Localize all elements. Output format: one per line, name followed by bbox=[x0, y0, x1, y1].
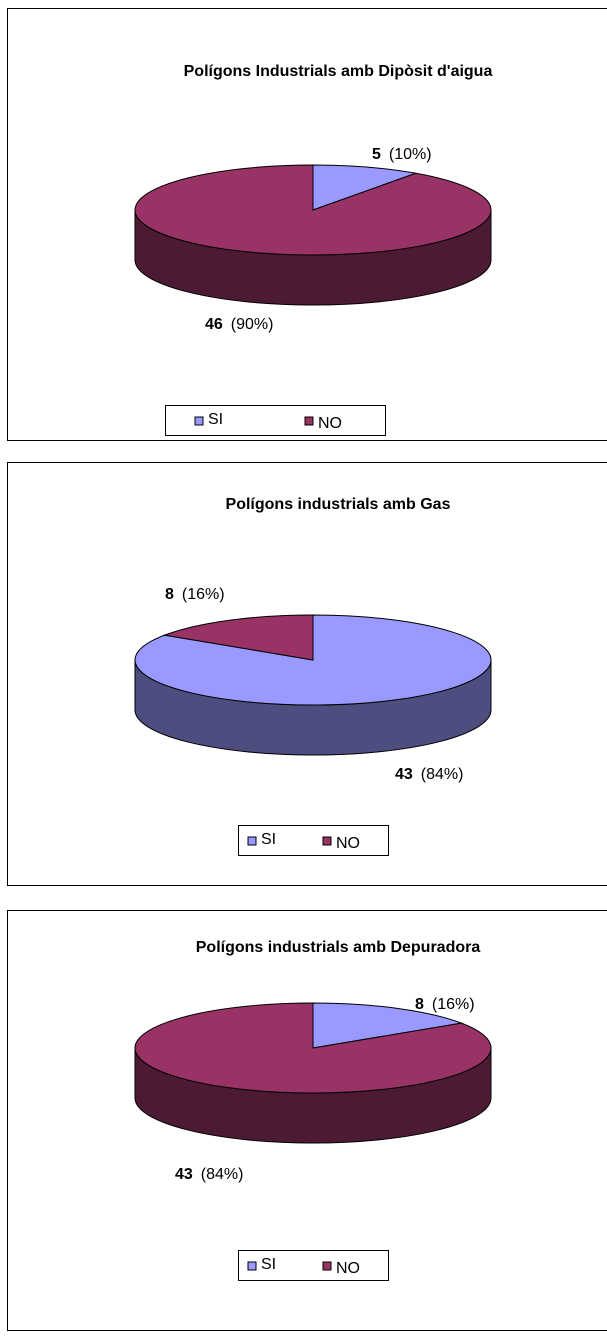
legend-frame bbox=[238, 825, 389, 856]
data-label: 46 (90%) bbox=[205, 316, 273, 333]
legend-label: NO bbox=[336, 1260, 360, 1277]
data-label: 43 (84%) bbox=[395, 766, 463, 783]
pie-slice bbox=[134, 1002, 492, 1144]
percent-label: (90%) bbox=[231, 316, 274, 333]
legend: SI NO bbox=[238, 1250, 389, 1281]
legend-label: NO bbox=[336, 835, 360, 852]
legend-label: SI bbox=[261, 831, 276, 848]
value-label: 43 bbox=[175, 1166, 193, 1183]
slice-top bbox=[312, 164, 418, 211]
slice-top bbox=[312, 1002, 464, 1049]
percent-label: (84%) bbox=[421, 766, 464, 783]
data-label: 43 (84%) bbox=[175, 1166, 243, 1183]
chart: Polígons industrials amb Depuradora 8 (16%… bbox=[7, 910, 607, 1331]
slice-top bbox=[134, 1002, 492, 1094]
legend-label: SI bbox=[208, 411, 223, 428]
percent-label: (10%) bbox=[389, 146, 432, 163]
value-label: 43 bbox=[395, 766, 413, 783]
percent-label: (16%) bbox=[182, 586, 225, 603]
pie-slice bbox=[312, 164, 418, 211]
value-label: 5 bbox=[372, 146, 381, 163]
percent-label: (16%) bbox=[432, 996, 475, 1013]
chart-title: Polígons industrials amb Gas bbox=[226, 496, 451, 513]
percent-label: (84%) bbox=[201, 1166, 244, 1183]
legend-frame bbox=[165, 405, 386, 436]
pie-slice bbox=[162, 614, 314, 661]
data-label: 8 (16%) bbox=[165, 586, 225, 603]
legend-frame bbox=[238, 1250, 389, 1281]
chart-title: Polígons industrials amb Depuradora bbox=[196, 939, 481, 956]
data-label: 8 (16%) bbox=[415, 996, 475, 1013]
legend-swatch bbox=[247, 836, 257, 846]
chart-title: Polígons Industrials amb Dipòsit d'aigua bbox=[184, 63, 493, 80]
legend-swatch bbox=[322, 1261, 332, 1271]
legend-label: NO bbox=[318, 415, 342, 432]
data-label: 5 (10%) bbox=[372, 146, 432, 163]
legend: SI NO bbox=[238, 825, 389, 856]
legend-label: SI bbox=[261, 1256, 276, 1273]
slice-top bbox=[134, 164, 492, 256]
legend: SI NO bbox=[165, 405, 386, 436]
value-label: 8 bbox=[165, 586, 174, 603]
pie-slice bbox=[134, 164, 492, 306]
value-label: 8 bbox=[415, 996, 424, 1013]
chart: Polígons Industrials amb Dipòsit d'aigua… bbox=[7, 8, 607, 441]
chart: Polígons industrials amb Gas 43 (84%) 8 (16%… bbox=[7, 462, 607, 886]
legend-swatch bbox=[322, 836, 332, 846]
legend-swatch bbox=[247, 1261, 257, 1271]
value-label: 46 bbox=[205, 316, 223, 333]
slice-top bbox=[162, 614, 314, 661]
legend-swatch bbox=[194, 416, 204, 426]
legend-swatch bbox=[304, 416, 314, 426]
pie-slice bbox=[312, 1002, 464, 1049]
